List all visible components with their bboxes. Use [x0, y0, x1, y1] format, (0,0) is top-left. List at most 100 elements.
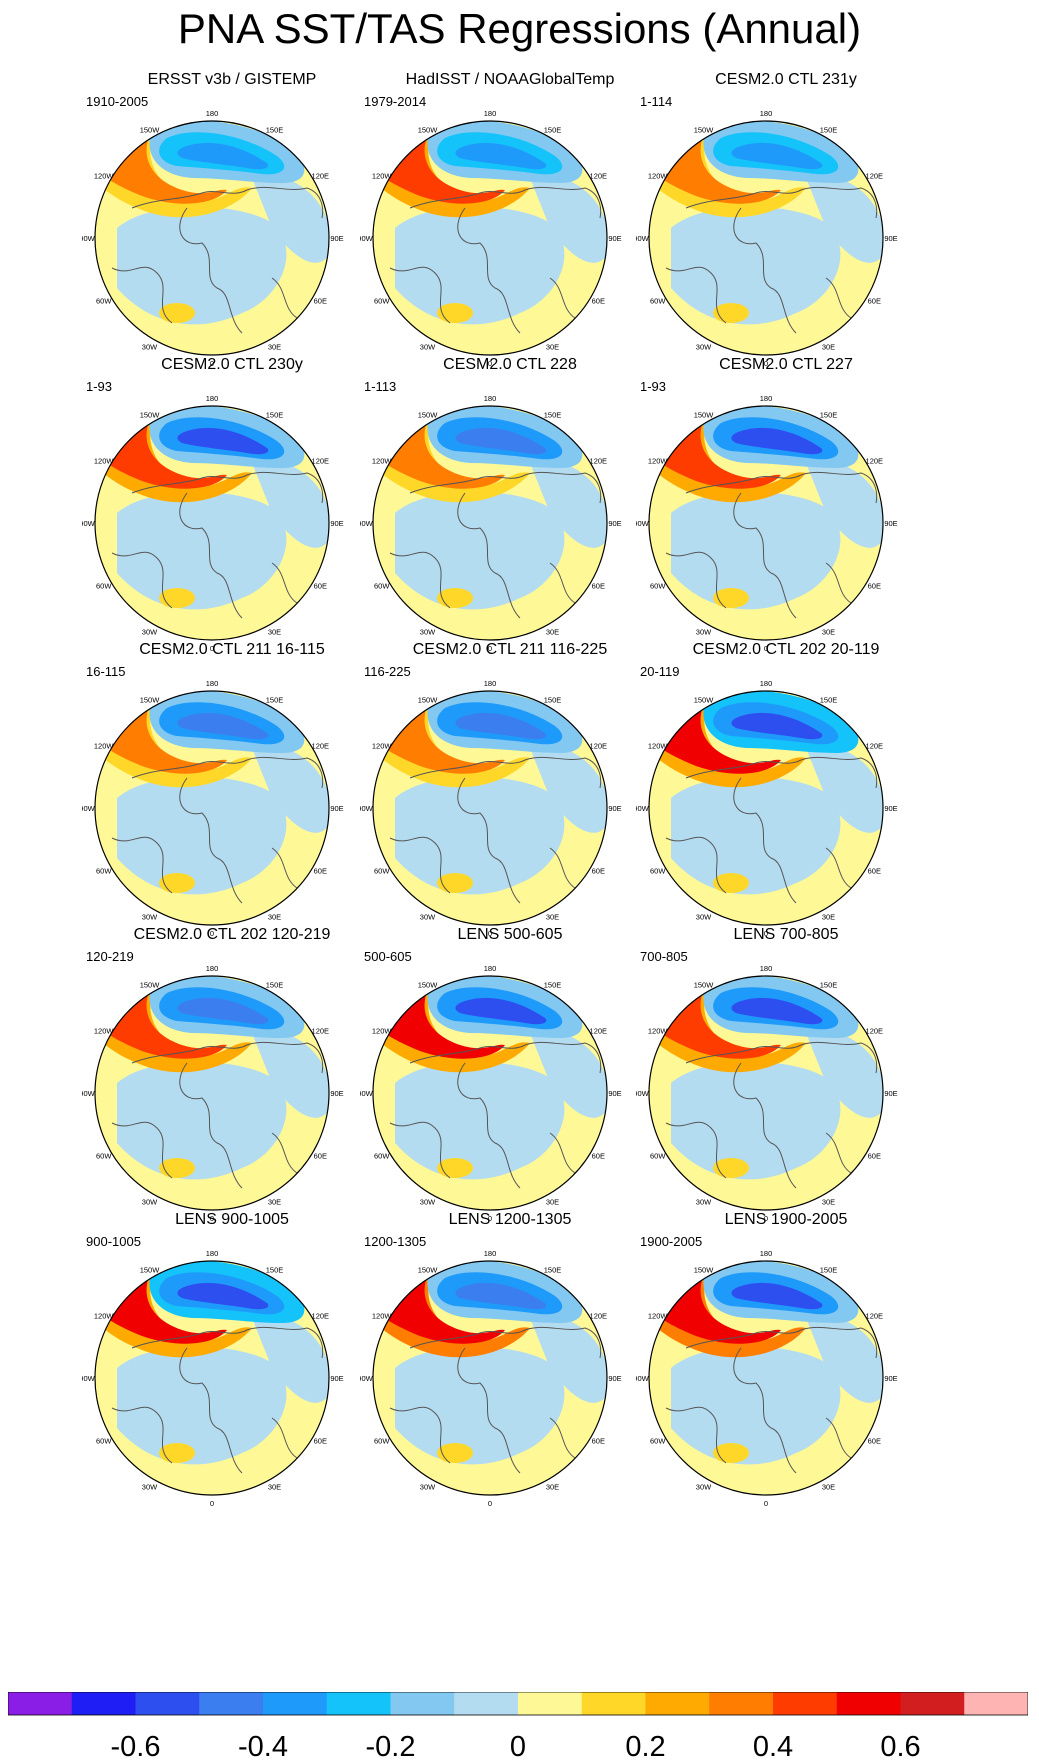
cold-anomaly-core	[177, 427, 269, 455]
longitude-label: 180	[484, 109, 497, 118]
eurasia-negative-region	[806, 176, 883, 263]
coastline-west	[111, 551, 173, 609]
panel-title: HadISST / NOAAGlobalTemp	[405, 71, 615, 88]
map-border	[94, 120, 330, 356]
longitude-label: 30W	[142, 1482, 158, 1491]
coastline-west	[665, 551, 727, 609]
cold-anomaly-core	[455, 712, 547, 740]
colorbar-swatch	[8, 1692, 73, 1715]
polar-map: 180 150E 120E 90E 60E 30E 0 30W 60W 90W 120W 150W	[360, 679, 622, 938]
coastline-west	[389, 1121, 451, 1179]
colorbar-tick-label: 0.2	[625, 1731, 665, 1762]
longitude-label: 150W	[140, 126, 161, 135]
polar-map: 180 150E 120E 90E 60E 30E 0 30W 60W 90W 120W 150W	[636, 394, 898, 653]
atlantic-warm-patch	[437, 1443, 473, 1463]
panel-period: 500-605	[364, 949, 412, 964]
eurasia-negative-region	[252, 1031, 329, 1118]
cold-anomaly-core	[455, 997, 547, 1025]
longitude-label: 120W	[94, 172, 115, 181]
eurasia-negative-region	[530, 176, 607, 263]
arctic-negative-region	[671, 1346, 841, 1465]
longitude-label: 30W	[420, 1482, 436, 1491]
longitude-label: 60E	[868, 297, 881, 306]
panel-10: CESM2.0 CTL 202 120-219 120-219 180 150E 120…	[82, 925, 382, 1233]
panel-period: 1979-2014	[364, 94, 427, 109]
longitude-label: 120W	[372, 457, 393, 466]
colorbar-tick-label: -0.4	[238, 1731, 288, 1762]
longitude-label: 0	[764, 1499, 768, 1508]
cold-anomaly-core	[731, 1282, 823, 1310]
longitude-label: 120E	[590, 1027, 608, 1036]
cold-anomaly-core	[177, 712, 269, 740]
cold-anomaly-core	[177, 1282, 269, 1310]
coastline-north	[409, 1041, 602, 1074]
longitude-label: 0	[488, 359, 492, 368]
longitude-label: 60W	[374, 297, 390, 306]
longitude-label: 90E	[608, 519, 621, 528]
colorbar-swatch	[71, 1692, 136, 1715]
panel-title: LENS 900-1005	[175, 1211, 289, 1228]
colorbar-swatch	[135, 1692, 200, 1715]
map-border	[94, 690, 330, 926]
coastline-north	[409, 471, 602, 504]
coastline-north	[685, 1326, 878, 1359]
longitude-label: 150E	[266, 126, 284, 135]
panel-title: LENS 1200-1305	[448, 1211, 572, 1228]
coastline-north	[685, 756, 878, 789]
coastline-west	[111, 266, 173, 324]
eurasia-negative-region	[806, 461, 883, 548]
longitude-label: 90W	[82, 1374, 96, 1383]
atlantic-warm-patch	[159, 1158, 195, 1178]
longitude-label: 0	[764, 359, 768, 368]
atlantic-warm-patch	[159, 873, 195, 893]
polar-map: 180 150E 120E 90E 60E 30E 0 30W 60W 90W 120W 150W	[82, 679, 344, 938]
longitude-label: 150E	[544, 1266, 562, 1275]
coastline-north	[685, 1041, 878, 1074]
coastline-greenland	[733, 1062, 797, 1189]
longitude-label: 120E	[866, 172, 884, 181]
arctic-negative-region	[117, 1346, 287, 1465]
panel-period: 1910-2005	[86, 94, 149, 109]
longitude-label: 60E	[868, 867, 881, 876]
longitude-label: 30W	[142, 627, 158, 636]
longitude-label: 30E	[822, 627, 835, 636]
longitude-label: 120E	[590, 457, 608, 466]
map-border	[648, 120, 884, 356]
colorbar-swatch	[645, 1692, 710, 1715]
longitude-label: 30W	[142, 342, 158, 351]
panel-7: CESM2.0 CTL 211 16-115 16-115 180 150E 120E 9…	[82, 640, 382, 948]
longitude-label: 150E	[266, 1266, 284, 1275]
longitude-label: 180	[760, 394, 773, 403]
map-border	[648, 690, 884, 926]
longitude-label: 30W	[696, 1482, 712, 1491]
longitude-label: 60E	[314, 1437, 327, 1446]
longitude-label: 120E	[866, 1027, 884, 1036]
longitude-label: 120W	[648, 1027, 669, 1036]
longitude-label: 0	[488, 644, 492, 653]
cold-anomaly-core	[455, 427, 547, 455]
longitude-label: 60E	[592, 1437, 605, 1446]
eurasia-negative-region	[530, 461, 607, 548]
panel-period: 1900-2005	[640, 1234, 703, 1249]
longitude-label: 60W	[96, 1437, 112, 1446]
longitude-label: 150E	[820, 126, 838, 135]
longitude-label: 90E	[884, 1089, 897, 1098]
coastline-north	[409, 186, 602, 219]
longitude-label: 0	[210, 644, 214, 653]
coastline-west	[389, 266, 451, 324]
panel-title: LENS 1900-2005	[724, 1211, 848, 1228]
longitude-label: 60W	[374, 1152, 390, 1161]
longitude-label: 90W	[636, 519, 650, 528]
coastline-greenland	[179, 207, 243, 334]
longitude-label: 150E	[266, 411, 284, 420]
arctic-negative-region	[395, 1346, 565, 1465]
longitude-label: 120E	[312, 1312, 330, 1321]
panel-period: 20-119	[640, 664, 680, 679]
longitude-label: 90W	[82, 234, 96, 243]
coastline-greenland	[733, 207, 797, 334]
longitude-label: 180	[760, 1249, 773, 1258]
panel-title: CESM2.0 CTL 202 20-119	[692, 641, 880, 658]
coastline-greenland	[733, 777, 797, 904]
panel-1: ERSST v3b / GISTEMP 1910-2005 180 150E 120E 9…	[82, 70, 382, 378]
polar-map: 180 150E 120E 90E 60E 30E 0 30W 60W 90W 120W 150W	[82, 109, 344, 368]
